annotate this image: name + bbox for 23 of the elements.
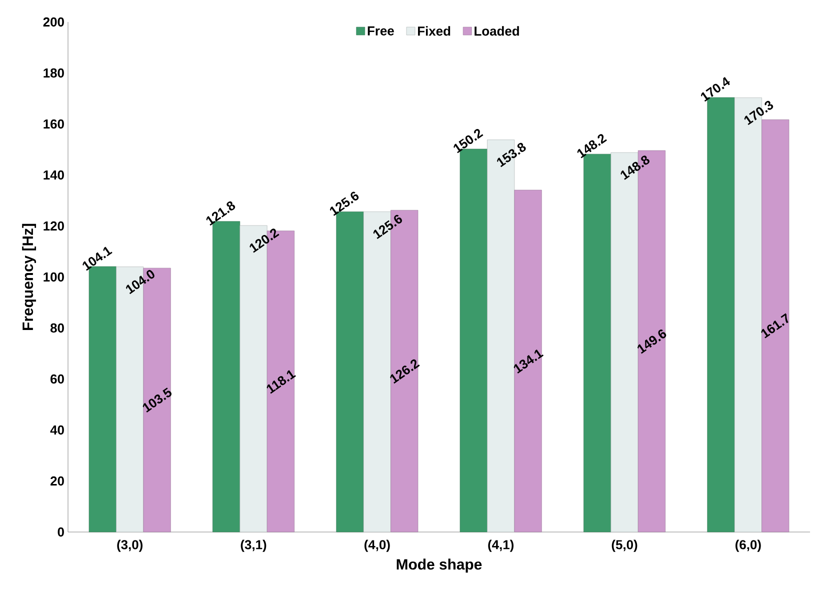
y-tick-label: 160 [44, 119, 64, 129]
legend-label: Fixed [418, 26, 450, 36]
bar [514, 190, 542, 532]
x-tick-label: (3,1) [240, 540, 266, 552]
y-axis-title: Frequency [Hz] [22, 224, 36, 330]
y-tick-label: 120 [44, 221, 64, 231]
x-tick-label: (5,0) [612, 540, 638, 552]
y-tick-label: 0 [58, 527, 64, 537]
x-tick-label: (4,0) [364, 540, 390, 552]
y-tick-label: 60 [50, 374, 64, 384]
x-axis-title: Mode shape [396, 558, 482, 573]
x-tick-label: (6,0) [736, 540, 761, 552]
y-tick-label: 180 [44, 68, 64, 78]
y-tick-label: 80 [50, 323, 64, 333]
y-tick-label: 140 [44, 170, 64, 180]
legend-label: Free [368, 26, 394, 36]
y-tick-label: 100 [44, 272, 64, 282]
x-tick-label: (4,1) [488, 540, 514, 552]
y-tick-label: 20 [50, 476, 64, 486]
legend-label: Loaded [474, 26, 519, 36]
y-tick-label: 200 [43, 17, 64, 27]
y-tick-label: 40 [50, 425, 64, 435]
x-tick-label: (3,0) [117, 540, 143, 552]
